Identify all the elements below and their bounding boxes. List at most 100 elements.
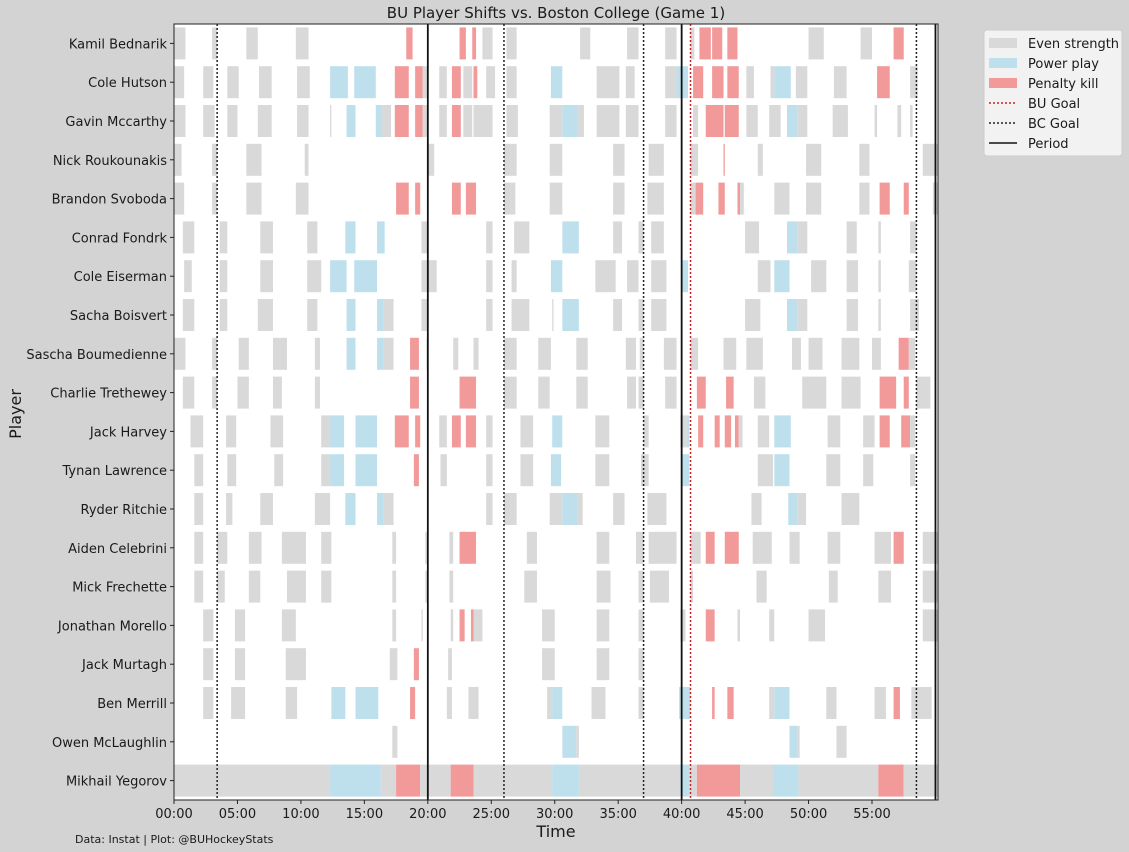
shift-bar-even — [295, 182, 309, 215]
shift-bar-pp — [680, 764, 690, 797]
shift-bar-even — [520, 415, 534, 448]
shift-bar-pk — [410, 687, 416, 719]
shift-bar-even — [596, 531, 610, 564]
shift-bar-even — [392, 570, 397, 603]
shift-bar-even — [797, 493, 807, 525]
shift-bar-even — [874, 531, 892, 564]
shift-bar-even — [690, 531, 701, 564]
shift-bar-even — [910, 66, 918, 99]
player-label: Gavin Mccarthy — [65, 115, 167, 130]
shift-bar-pp — [345, 493, 356, 525]
shift-bar-even — [227, 66, 239, 99]
shift-bar-even — [321, 531, 332, 564]
shift-bar-even — [383, 299, 394, 331]
shift-bar-even — [227, 105, 238, 137]
shift-bar-even — [746, 337, 763, 370]
y-axis-label: Player — [6, 389, 25, 439]
shift-bar-even — [797, 221, 808, 254]
shift-bar-even — [577, 105, 584, 137]
shift-bar-even — [613, 182, 625, 215]
shift-bar-even — [194, 570, 204, 603]
shift-bar-pp — [562, 221, 579, 254]
shift-bar-even — [270, 415, 284, 448]
shift-bar-even — [314, 493, 331, 525]
shift-bar-even — [745, 221, 760, 254]
shift-bar-even — [190, 415, 204, 448]
shift-bar-even — [808, 27, 824, 60]
shift-bar-even — [863, 415, 875, 448]
shift-bar-even — [542, 609, 555, 642]
shift-bar-pk — [410, 337, 419, 370]
shift-bar-even — [246, 182, 262, 215]
legend-swatch-even — [989, 38, 1017, 48]
plot-frame — [173, 23, 939, 801]
shift-bar-even — [910, 299, 919, 331]
shift-bar-even — [625, 105, 639, 137]
shift-bar-even — [295, 27, 309, 60]
shift-bar-even — [421, 260, 428, 293]
x-tick-label: 15:00 — [346, 807, 383, 822]
shift-bar-pk — [451, 66, 461, 99]
x-tick-label: 30:00 — [536, 807, 573, 822]
shift-bar-even — [486, 260, 493, 293]
player-label: Aiden Celebrini — [68, 542, 167, 557]
shift-bar-pk — [893, 531, 904, 564]
shift-bar-even — [212, 376, 218, 409]
player-label: Kamil Bednarik — [69, 37, 168, 52]
shift-bar-even — [846, 260, 859, 293]
shift-bar-pk — [459, 27, 466, 60]
shift-bar-pp — [346, 105, 356, 137]
shift-bar-even — [774, 182, 790, 215]
shift-bar-pk — [459, 609, 465, 642]
shift-bar-even — [425, 531, 428, 564]
shift-bar-pk — [699, 27, 711, 60]
shift-bar-even — [285, 687, 298, 719]
shift-bar-even — [740, 182, 744, 215]
shift-bar-even — [757, 143, 763, 176]
player-label: Owen McLaughlin — [52, 736, 167, 751]
shift-bar-even — [903, 764, 938, 797]
shift-bar-pk — [901, 415, 911, 448]
shift-bar-even — [503, 337, 517, 370]
shift-bar-even — [625, 66, 635, 99]
shift-bar-even — [257, 105, 272, 137]
shift-bar-even — [203, 105, 215, 137]
shift-bar-pk — [406, 27, 413, 60]
shift-bar-even — [916, 376, 931, 409]
shift-bar-even — [651, 260, 667, 293]
shift-bar-pk — [879, 415, 890, 448]
chart-title: BU Player Shifts vs. Boston College (Gam… — [387, 4, 725, 22]
shift-bar-even — [613, 493, 625, 525]
shift-bar-even — [463, 105, 473, 137]
shift-bar-even — [922, 143, 938, 176]
shift-bar-even — [542, 648, 555, 681]
shift-bar-even — [212, 337, 218, 370]
shift-bar-even — [639, 337, 644, 370]
shift-bar-pk — [451, 105, 461, 137]
shift-bar-even — [248, 531, 262, 564]
player-label: Cole Eiserman — [74, 270, 167, 285]
event-lines — [216, 24, 937, 800]
shift-bar-even — [752, 531, 772, 564]
shift-bar-even — [552, 299, 554, 331]
shift-bar-even — [217, 531, 228, 564]
shift-bar-even — [219, 260, 228, 293]
shift-bar-even — [910, 105, 913, 137]
shift-bar-even — [503, 182, 516, 215]
shift-bar-even — [737, 609, 741, 642]
shift-bar-pk — [718, 182, 725, 215]
shift-bar-even — [427, 143, 435, 176]
shift-bar-pp — [786, 221, 798, 254]
shift-bar-even — [922, 609, 938, 642]
time-ticks: 00:00 05:00 10:00 15:00 20:00 25:00 30:00 35:00… — [155, 800, 891, 822]
shift-bar-even — [473, 105, 493, 137]
shift-bar-even — [833, 66, 847, 99]
shift-bar-pp — [355, 454, 378, 487]
shift-bar-pp — [562, 725, 577, 758]
shift-bar-even — [380, 764, 397, 797]
shift-bar-even — [503, 493, 517, 525]
shift-bar-even — [503, 143, 517, 176]
shift-bar-pk — [726, 376, 734, 409]
shift-bar-even — [757, 260, 771, 293]
shift-bar-even — [439, 105, 447, 137]
